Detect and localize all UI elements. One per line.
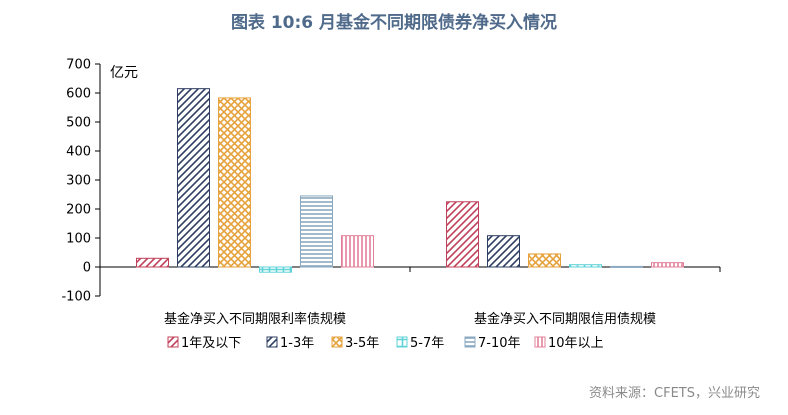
bar <box>446 201 479 268</box>
bar <box>177 88 210 268</box>
legend: 1年及以下 1-3年 3-5年 5-7年 7-10年 10年以上 <box>167 336 604 351</box>
bar <box>569 264 602 268</box>
bar <box>300 195 333 268</box>
legend-swatch <box>331 336 343 348</box>
legend-label: 1年及以下 <box>181 336 241 351</box>
bars <box>136 88 684 273</box>
category-label: 基金净买入不同期限利率债规模 <box>164 311 346 327</box>
y-tick-label: 600 <box>66 87 91 102</box>
legend-swatch <box>167 336 179 348</box>
legend-label: 3-5年 <box>345 336 379 351</box>
category-label: 基金净买入不同期限信用债规模 <box>474 311 656 327</box>
y-tick-label: 0 <box>83 261 91 276</box>
y-tick-label: -100 <box>61 290 91 305</box>
bar <box>528 253 561 268</box>
legend-swatch <box>266 336 278 348</box>
legend-swatch <box>534 336 546 348</box>
y-tick-label: 200 <box>66 203 91 218</box>
bar <box>218 97 251 268</box>
bar <box>610 265 643 268</box>
bar <box>136 257 169 268</box>
bar <box>259 266 292 273</box>
y-tick-label: 100 <box>66 232 91 247</box>
legend-label: 5-7年 <box>410 336 444 351</box>
y-tick-label: 500 <box>66 116 91 131</box>
y-tick-label: 700 <box>66 58 91 73</box>
legend-swatch <box>396 336 408 348</box>
legend-label: 10年以上 <box>548 336 604 351</box>
bar <box>487 235 520 268</box>
bar <box>341 235 374 268</box>
y-axis-unit-label: 亿元 <box>110 65 138 81</box>
legend-label: 1-3年 <box>280 336 314 351</box>
y-tick-label: 400 <box>66 145 91 160</box>
labels: -100 0 100 200 300 400 500 600 700 亿元基金净买入不同期限利率债… <box>61 58 656 328</box>
source-note: 资料来源：CFETS，兴业研究 <box>589 386 760 401</box>
y-tick-label: 300 <box>66 174 91 189</box>
legend-label: 7-10年 <box>478 336 521 351</box>
bar <box>651 262 684 268</box>
chart-title: 图表 10:6 月基金不同期限债券净买入情况 <box>230 13 558 33</box>
legend-swatch <box>464 336 476 348</box>
